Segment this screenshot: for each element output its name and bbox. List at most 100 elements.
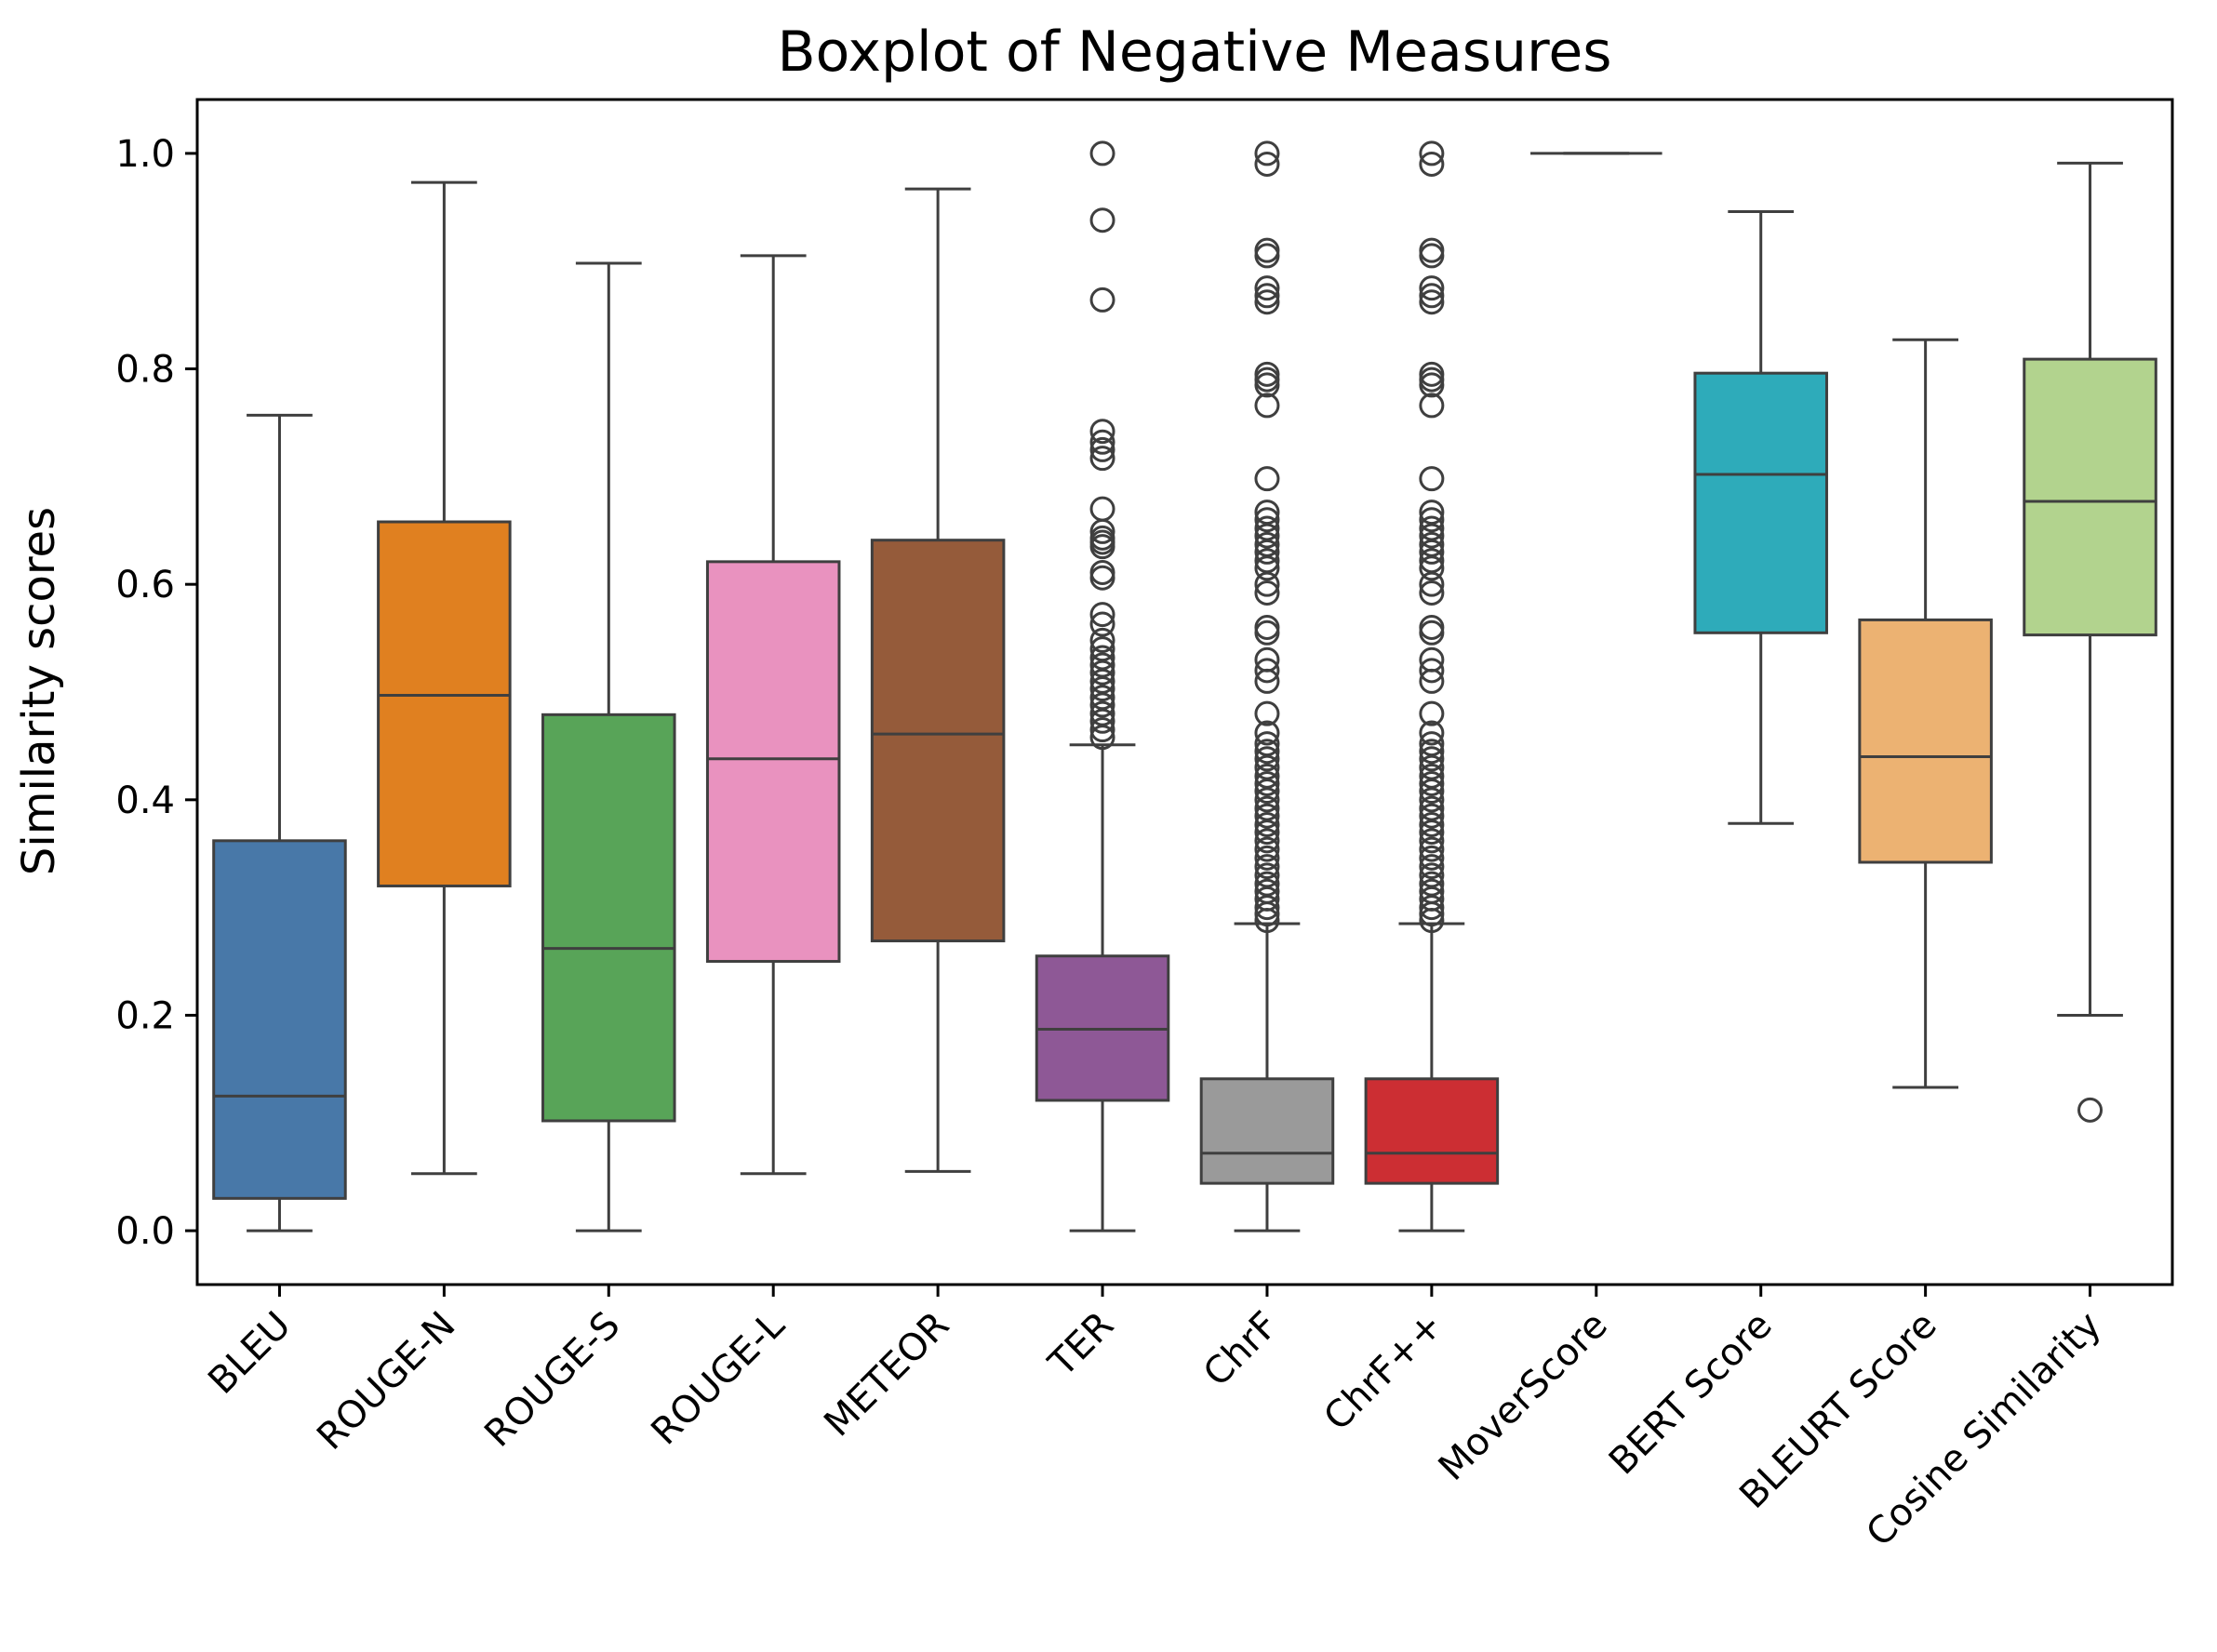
outlier-point (1089, 565, 1115, 591)
x-ticks-layer: BLEU ROUGE-N ROUGE-S ROUGE-L METEOR TER ChrF Ch… (200, 1285, 2110, 1555)
outlier-point (1089, 419, 1115, 445)
outlier-point (1089, 496, 1115, 522)
outlier-point (1089, 429, 1115, 455)
outlier-point (1254, 845, 1280, 871)
outlier-point (1254, 668, 1280, 694)
outlier-point (1419, 151, 1445, 177)
outlier-point (1419, 289, 1445, 315)
outlier-point (1419, 779, 1445, 805)
outlier-point (2077, 1097, 2103, 1123)
x-tick-label: BLEU (200, 1304, 299, 1403)
box-rouge-l (705, 254, 841, 1176)
outlier-point (1419, 393, 1445, 419)
outlier-point (1419, 720, 1445, 746)
outlier-point (1254, 393, 1280, 419)
outlier-point (1419, 466, 1445, 492)
y-tick-label: 1.0 (115, 133, 175, 176)
x-tick-label: BERT Score (1601, 1304, 1781, 1484)
outlier-point (1254, 787, 1280, 813)
iqr-box (1364, 1077, 1500, 1185)
outlier-point (1419, 372, 1445, 398)
boxes-layer (212, 140, 2157, 1232)
outlier-point (1419, 845, 1445, 871)
outlier-point (1089, 725, 1115, 751)
outlier-point (1254, 237, 1280, 263)
outlier-point (1419, 507, 1445, 533)
outlier-point (1419, 140, 1445, 167)
x-tick-label: ROUGE-N (309, 1304, 463, 1459)
outlier-point (1254, 779, 1280, 805)
outlier-point (1254, 151, 1280, 177)
iqr-box (212, 839, 347, 1200)
iqr-box (1199, 1077, 1335, 1185)
outlier-point (1419, 828, 1445, 854)
outlier-point (1089, 627, 1115, 653)
box-bert-score (1693, 209, 1828, 825)
outlier-point (1089, 436, 1115, 462)
iqr-box (1693, 371, 1828, 634)
outlier-point (1419, 739, 1445, 765)
outlier-point (1419, 819, 1445, 846)
box-chrf- (1364, 140, 1500, 1232)
outlier-point (1419, 580, 1445, 606)
outlier-point (1419, 895, 1445, 921)
outlier-point (1254, 466, 1280, 492)
outlier-point (1254, 289, 1280, 315)
box-cosine-similarity (2023, 161, 2157, 1123)
iqr-box (1858, 618, 1993, 864)
outlier-point (1089, 534, 1115, 560)
outlier-point (1419, 275, 1445, 301)
y-tick-label: 0.2 (115, 994, 175, 1037)
outlier-point (1254, 836, 1280, 862)
outlier-point (1254, 571, 1280, 597)
outlier-point (1254, 854, 1280, 880)
outlier-point (1419, 237, 1445, 263)
outlier-point (1089, 602, 1115, 628)
outlier-point (1089, 611, 1115, 637)
x-tick-label: ROUGE-L (643, 1303, 793, 1453)
iqr-box (541, 713, 676, 1123)
outlier-point (1254, 739, 1280, 765)
outlier-point (1419, 854, 1445, 880)
x-tick-label: TER (1040, 1304, 1122, 1386)
y-ticks-layer: 0.0 0.2 0.4 0.6 0.8 1.0 (115, 133, 197, 1253)
outlier-point (1419, 571, 1445, 597)
outlier-point (1254, 770, 1280, 796)
outlier-point (1254, 901, 1280, 927)
box-bleurt-score (1858, 338, 1993, 1089)
outlier-point (1419, 555, 1445, 581)
box-chrf (1199, 140, 1335, 1232)
outlier-point (1089, 676, 1115, 702)
outlier-point (1089, 659, 1115, 686)
outlier-point (1419, 836, 1445, 862)
outlier-point (1089, 559, 1115, 585)
box-rouge-n (377, 180, 512, 1176)
outlier-point (1254, 615, 1280, 641)
x-tick-label: ChrF (1195, 1304, 1287, 1395)
x-tick-label: ROUGE-S (476, 1304, 628, 1456)
outlier-point (1419, 901, 1445, 927)
chart-title: Boxplot of Negative Measures (777, 20, 1611, 85)
box-bleu (212, 413, 347, 1232)
outlier-point (1254, 819, 1280, 846)
outlier-point (1254, 140, 1280, 167)
outlier-point (1089, 446, 1115, 472)
outlier-point (1419, 811, 1445, 837)
outlier-point (1419, 668, 1445, 694)
outlier-point (1089, 518, 1115, 544)
outlier-point (1089, 207, 1115, 233)
x-tick-label: METEOR (816, 1304, 957, 1446)
iqr-box (2023, 357, 2157, 637)
x-tick-label: MoverScore (1431, 1304, 1616, 1489)
outlier-point (1419, 620, 1445, 646)
y-tick-label: 0.8 (115, 349, 175, 392)
iqr-box (377, 520, 512, 887)
y-axis-label: Similarity scores (13, 507, 65, 875)
outlier-point (1254, 700, 1280, 726)
outlier-point (1254, 720, 1280, 746)
box-rouge-s (541, 261, 676, 1232)
outlier-point (1419, 523, 1445, 549)
outlier-point (1254, 908, 1280, 934)
x-tick-label: ChrF++ (1316, 1304, 1450, 1439)
